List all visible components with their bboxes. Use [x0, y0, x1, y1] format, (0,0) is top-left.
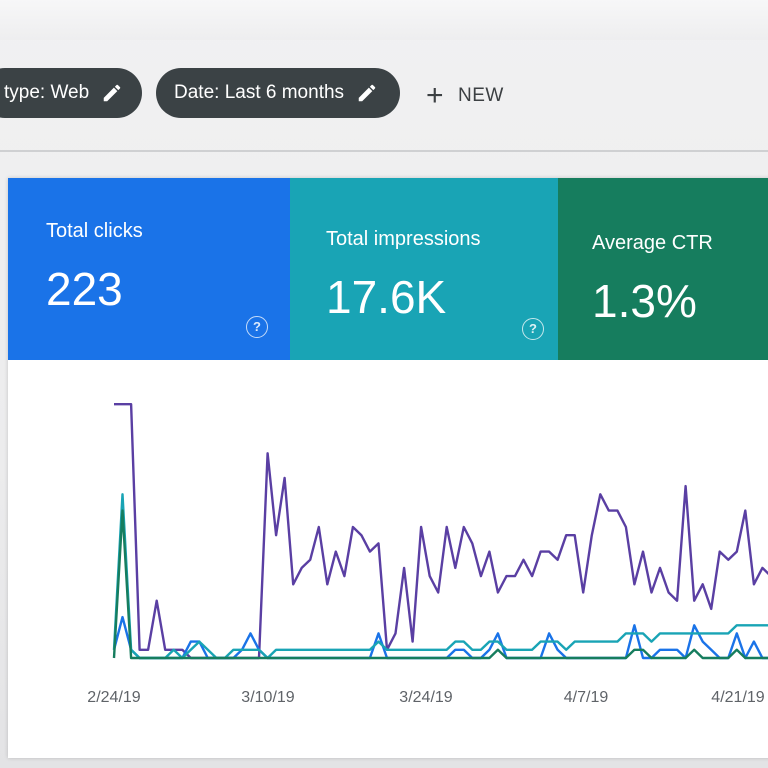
new-filter-label: NEW — [458, 85, 504, 106]
pencil-icon[interactable] — [101, 82, 123, 104]
filter-chip-date-label: Date: Last 6 months — [174, 82, 345, 103]
metric-label: Average CTR — [592, 232, 713, 254]
metric-card-average-ctr[interactable]: Average CTR 1.3% — [558, 178, 768, 360]
x-axis-ticks: 2/24/19 3/10/19 3/24/19 4/7/19 4/21/19 — [87, 689, 764, 706]
metric-value: 17.6K — [326, 271, 447, 323]
series-line-clicks — [112, 615, 768, 660]
metric-card-total-impressions[interactable]: Total impressions 17.6K ? — [290, 178, 558, 360]
filter-chip-search-type[interactable]: type: Web — [0, 68, 142, 118]
top-strip — [0, 0, 768, 40]
divider — [0, 150, 768, 152]
x-tick-label: 4/21/19 — [711, 689, 764, 706]
metric-card-total-clicks[interactable]: Total clicks 223 ? — [8, 178, 290, 360]
x-tick-label: 2/24/19 — [87, 689, 140, 706]
metric-value: 1.3% — [592, 275, 697, 327]
metric-value: 223 — [46, 263, 123, 315]
new-filter-button[interactable]: + NEW — [426, 78, 504, 114]
series-layer — [112, 403, 768, 660]
series-line-impressions — [112, 493, 768, 660]
series-line-ctr — [112, 509, 768, 660]
x-tick-label: 3/10/19 — [241, 689, 294, 706]
x-tick-label: 3/24/19 — [399, 689, 452, 706]
performance-panel: Total clicks 223 ? Total impressions 17.… — [8, 178, 768, 758]
series-line-position — [114, 403, 768, 660]
help-icon[interactable]: ? — [246, 316, 268, 338]
metric-label: Total clicks — [46, 220, 143, 242]
pencil-icon[interactable] — [356, 82, 378, 104]
filter-chip-search-type-label: type: Web — [4, 82, 90, 103]
metric-label: Total impressions — [326, 228, 481, 250]
plus-icon: + — [426, 79, 445, 112]
x-tick-label: 4/7/19 — [564, 689, 609, 706]
filter-chip-date[interactable]: Date: Last 6 months — [156, 68, 400, 118]
filter-bar: type: Web Date: Last 6 months + NEW — [0, 62, 768, 122]
help-icon[interactable]: ? — [522, 318, 544, 340]
performance-chart[interactable]: 2/24/19 3/10/19 3/24/19 4/7/19 4/21/19 — [8, 360, 768, 758]
